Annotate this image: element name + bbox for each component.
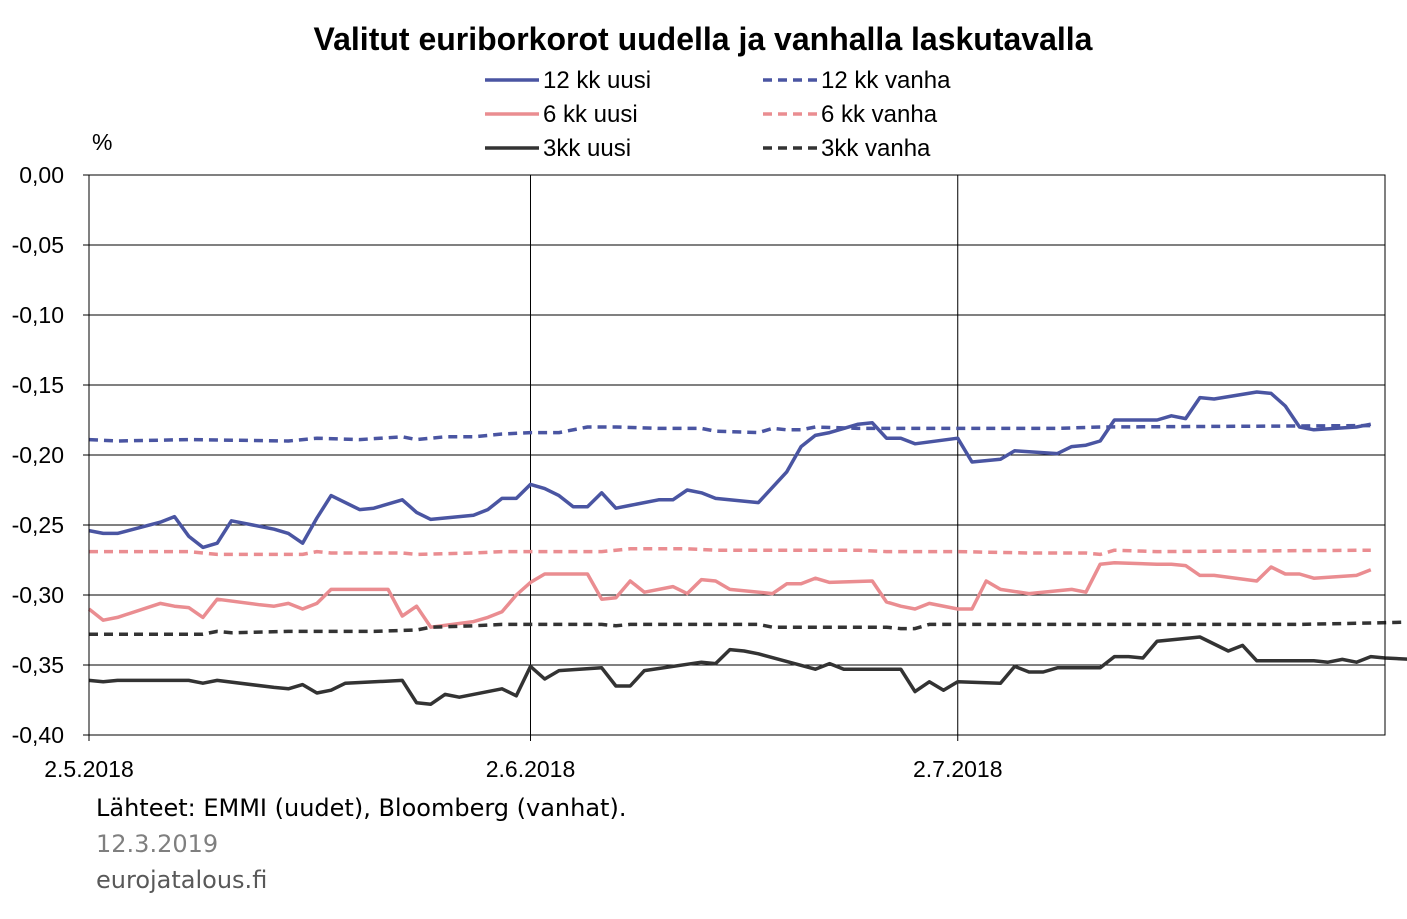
y-axis: 0,00 -0,05 -0,10 -0,15 -0,20 -0,25 -0,30 -0,35 -…: [12, 162, 89, 748]
series-line-6-kk-vanha: [89, 547, 1371, 557]
x-tick-label: 2.7.2018: [913, 756, 1003, 782]
legend-item-6-kk-vanha: 6 kk vanha: [763, 101, 938, 128]
series-lines: [87, 390, 1407, 706]
legend-item-3kk-uusi: 3kk uusi: [485, 135, 631, 162]
source-note: Lähteet: EMMI (uudet), Bloomberg (vanhat…: [96, 794, 627, 822]
x-tick-label: 2.6.2018: [486, 756, 576, 782]
legend-label: 3kk vanha: [821, 135, 931, 162]
legend-item-12-kk-uusi: 12 kk uusi: [485, 67, 651, 94]
publish-date: 12.3.2019: [96, 830, 219, 858]
y-tick-label: -0,10: [12, 302, 64, 328]
legend-item-3kk-vanha: 3kk vanha: [763, 135, 931, 162]
legend-item-6-kk-uusi: 6 kk uusi: [485, 101, 638, 128]
site-name: eurojatalous.fi: [96, 866, 268, 894]
chart-title: Valitut euriborkorot uudella ja vanhalla…: [314, 21, 1093, 57]
series-line-3kk-uusi: [88, 635, 1407, 706]
x-axis: 2.5.2018 2.6.2018 2.7.2018: [44, 756, 1002, 782]
y-tick-label: -0,40: [12, 722, 64, 748]
y-tick-label: -0,35: [12, 652, 64, 678]
legend-label: 6 kk uusi: [543, 101, 638, 128]
legend-label: 12 kk uusi: [543, 67, 651, 94]
y-tick-label: -0,15: [12, 372, 64, 398]
y-tick-label: 0,00: [19, 162, 64, 188]
y-tick-label: -0,30: [12, 582, 64, 608]
legend-item-12-kk-vanha: 12 kk vanha: [763, 67, 951, 94]
grid: [88, 174, 1385, 741]
legend-label: 6 kk vanha: [821, 101, 938, 128]
y-axis-unit: %: [92, 129, 112, 155]
series-line-3kk-vanha: [89, 620, 1407, 636]
legend: 12 kk uusi 12 kk vanha 6 kk uusi 6 kk vanha…: [485, 67, 951, 162]
x-tick-label: 2.5.2018: [44, 756, 134, 782]
series-line-6-kk-uusi: [87, 561, 1372, 629]
y-tick-label: -0,25: [12, 512, 64, 538]
legend-label: 12 kk vanha: [821, 67, 951, 94]
y-tick-label: -0,05: [12, 232, 64, 258]
plot-frame: [88, 174, 1386, 736]
series-line-12-kk-uusi: [88, 390, 1372, 550]
y-tick-label: -0,20: [12, 442, 64, 468]
legend-label: 3kk uusi: [543, 135, 631, 162]
series-line-12-kk-vanha: [88, 423, 1371, 443]
